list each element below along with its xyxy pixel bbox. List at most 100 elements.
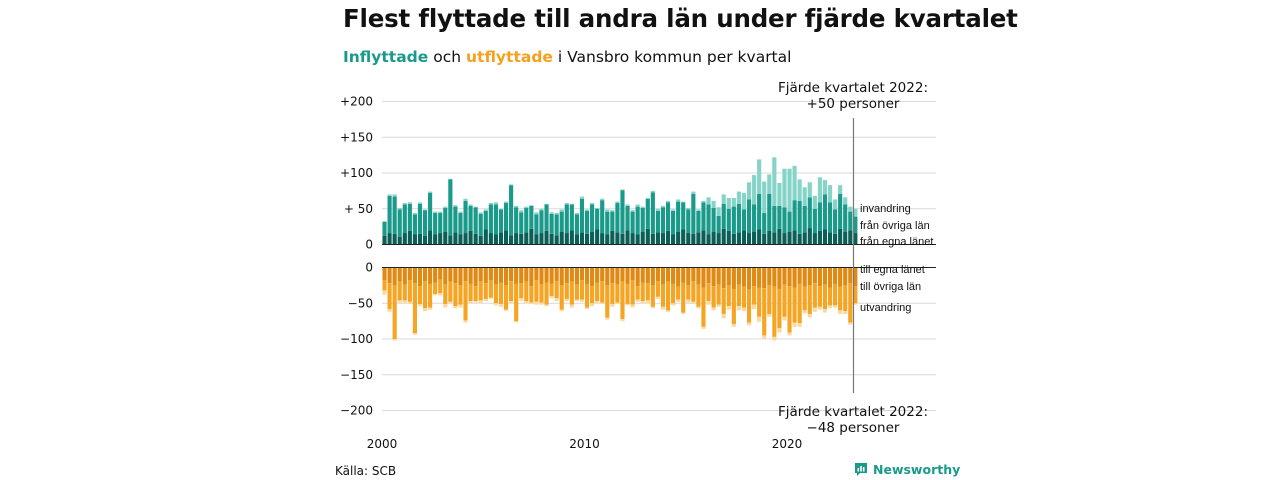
annotation-bottom-line2: −48 personer: [807, 420, 900, 436]
bar-outflow-emigration: [792, 322, 797, 327]
bar-inflow-from-county: [529, 228, 534, 245]
bar-outflow-to-county: [605, 267, 610, 286]
bar-inflow-from-other: [817, 202, 822, 231]
bar-inflow-from-county: [787, 231, 792, 245]
bar-outflow-to-other: [438, 279, 443, 294]
bar-outflow-emigration: [853, 303, 858, 305]
bar-inflow-immigration: [584, 209, 590, 211]
bar-inflow-from-other: [660, 207, 666, 234]
bar-inflow-from-other: [726, 208, 731, 231]
x-tick-label: 2000: [367, 437, 398, 451]
bar-outflow-to-county: [600, 267, 605, 282]
bar-inflow-from-other: [833, 209, 838, 234]
bar-inflow-immigration: [635, 204, 640, 207]
bar-inflow-immigration: [741, 193, 747, 210]
bar-inflow-from-other: [681, 202, 686, 230]
bar-outflow-emigration: [620, 318, 625, 322]
bar-inflow-from-other: [468, 205, 473, 231]
bar-inflow-from-other: [564, 204, 569, 234]
bar-outflow-emigration: [833, 305, 838, 308]
bar-outflow-to-other: [473, 286, 478, 302]
bar-inflow-from-county: [848, 230, 853, 245]
bar-inflow-immigration: [665, 200, 671, 203]
bar-outflow-to-other: [422, 281, 428, 309]
bar-inflow-immigration: [590, 203, 595, 205]
bar-inflow-immigration: [620, 189, 625, 191]
y-tick-label-bottom: −150: [340, 368, 373, 382]
bar-inflow-from-county: [746, 233, 752, 245]
bar-inflow-from-county: [827, 232, 833, 245]
bar-inflow-from-other: [827, 202, 833, 233]
bar-outflow-to-county: [655, 267, 660, 282]
bar-inflow-from-county: [817, 230, 822, 245]
bar-inflow-from-county: [498, 232, 504, 245]
bar-inflow-from-other: [610, 211, 615, 231]
bar-outflow-to-other: [833, 283, 838, 306]
bar-inflow-from-county: [590, 231, 595, 245]
subtitle-outflows-label: utflyttade: [466, 48, 553, 66]
bar-outflow-to-other: [726, 285, 731, 307]
y-tick-label-bottom: −50: [348, 296, 373, 310]
bar-outflow-to-county: [665, 267, 671, 282]
bar-inflow-from-other: [822, 194, 828, 230]
bar-outflow-emigration: [686, 299, 691, 303]
bar-outflow-to-county: [448, 267, 453, 282]
bar-inflow-from-county: [559, 231, 564, 245]
bar-outflow-to-other: [635, 286, 640, 300]
bar-outflow-to-other: [701, 287, 706, 327]
bar-outflow-emigration: [539, 302, 544, 305]
bar-inflow-from-county: [701, 230, 706, 245]
annotation-top-line1: Fjärde kvartalet 2022:: [778, 80, 928, 96]
chart-title: Flest flyttade till andra län under fjär…: [343, 4, 1018, 33]
bar-inflow-immigration: [549, 212, 554, 214]
bar-outflow-to-county: [579, 267, 585, 281]
bar-outflow-emigration: [645, 300, 650, 304]
bar-outflow-emigration: [752, 304, 757, 309]
bar-inflow-immigration: [681, 201, 686, 203]
bar-outflow-to-county: [817, 267, 822, 287]
bar-outflow-to-other: [812, 283, 817, 308]
bar-inflow-from-county: [438, 233, 443, 245]
bar-inflow-from-other: [397, 209, 402, 237]
bar-outflow-to-other: [620, 281, 625, 319]
bar-inflow-from-county: [650, 233, 655, 245]
bar-inflow-immigration: [726, 198, 731, 209]
bar-inflow-immigration: [660, 205, 666, 208]
bar-inflow-from-county: [448, 235, 453, 245]
bar-outflow-emigration: [802, 310, 807, 314]
bar-inflow-from-other: [848, 211, 853, 231]
bar-inflow-immigration: [463, 198, 468, 201]
bar-outflow-emigration: [483, 298, 488, 302]
bar-outflow-emigration: [569, 304, 574, 308]
bar-inflow-from-other: [473, 207, 478, 234]
bar-inflow-from-other: [387, 195, 392, 234]
bar-inflow-immigration: [443, 206, 448, 209]
bar-outflow-emigration: [397, 300, 402, 303]
bar-inflow-from-other: [853, 216, 858, 234]
bar-inflow-from-county: [534, 234, 539, 245]
bar-inflow-immigration: [625, 204, 630, 206]
bar-outflow-emigration: [848, 322, 853, 325]
bar-inflow-from-county: [428, 230, 433, 245]
bar-inflow-immigration: [529, 205, 534, 206]
bar-outflow-to-county: [802, 267, 807, 287]
bar-inflow-from-county: [584, 233, 590, 245]
bar-inflow-from-county: [412, 234, 417, 245]
bar-inflow-from-other: [615, 203, 620, 233]
bar-inflow-immigration: [757, 159, 762, 194]
bar-outflow-to-county: [782, 267, 787, 285]
bar-outflow-to-county: [539, 267, 544, 285]
bar-outflow-to-county: [463, 267, 468, 282]
bar-outflow-emigration: [463, 320, 468, 323]
bar-inflow-immigration: [716, 207, 721, 216]
bar-inflow-immigration: [433, 211, 438, 214]
bar-outflow-to-county: [392, 267, 397, 286]
bar-inflow-from-county: [706, 234, 711, 245]
bar-outflow-to-other: [660, 284, 666, 307]
bar-inflow-from-other: [655, 210, 660, 233]
bar-inflow-from-other: [524, 208, 529, 233]
bar-outflow-to-other: [843, 285, 848, 312]
bar-outflow-to-county: [529, 267, 534, 287]
bar-inflow-from-county: [716, 233, 721, 245]
